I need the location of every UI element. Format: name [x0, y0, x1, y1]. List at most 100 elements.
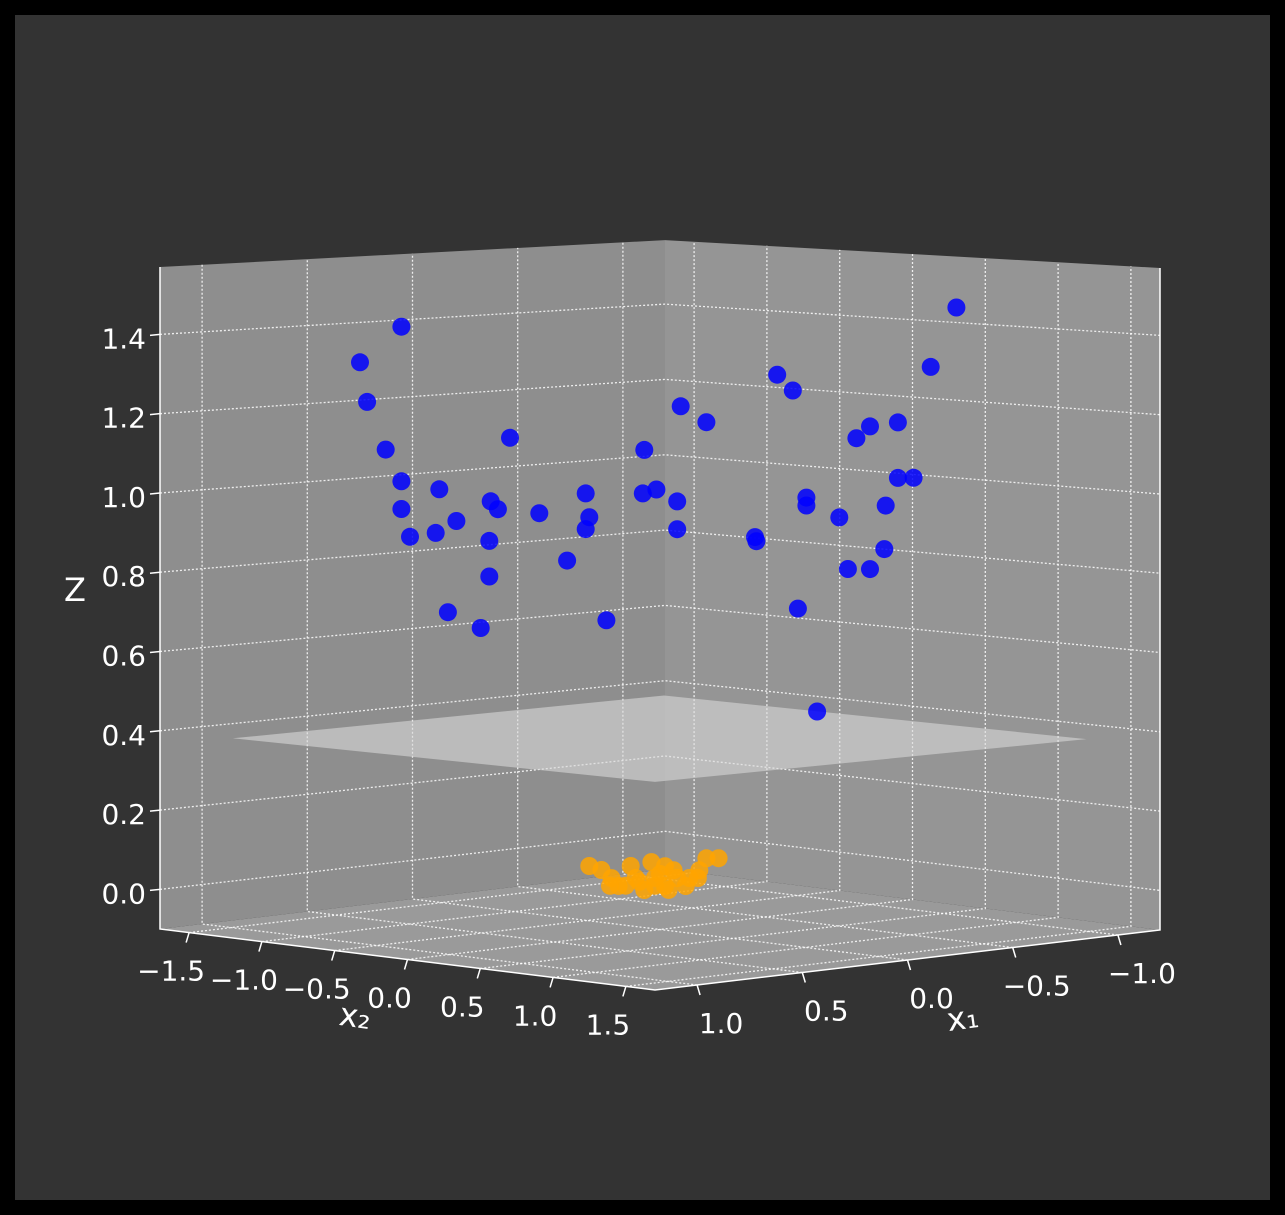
- z-tick-label: 0.4: [101, 719, 146, 752]
- data-point: [392, 500, 411, 518]
- data-point: [947, 298, 966, 317]
- x2-tick-label: 1.5: [586, 1008, 631, 1041]
- z-tick-label: 0.6: [101, 640, 146, 673]
- x2-tick-label: 1.0: [513, 999, 558, 1032]
- grid-line: [159, 755, 1161, 812]
- tick-mark: [258, 941, 263, 952]
- data-point: [576, 520, 595, 539]
- x1-tick-label: 1.0: [699, 1007, 744, 1040]
- grid-line: [553, 262, 1059, 979]
- z-tick-label: 1.0: [101, 481, 146, 514]
- grid-line: [334, 249, 841, 952]
- data-point: [688, 869, 707, 887]
- tick-mark: [801, 972, 807, 983]
- data-point: [747, 532, 766, 551]
- data-point: [646, 868, 664, 887]
- data-point: [656, 857, 674, 876]
- data-point: [597, 611, 616, 630]
- decision-plane: [232, 695, 1087, 782]
- tick-mark: [696, 984, 701, 996]
- axis-line: [159, 267, 1161, 991]
- data-point: [671, 397, 690, 416]
- data-point: [768, 365, 787, 384]
- x1-tick-label: 0.0: [909, 982, 954, 1015]
- data-point: [861, 560, 879, 579]
- grid-line: [159, 604, 1161, 654]
- data-point: [438, 603, 457, 622]
- x1-tick-label: −1.0: [1108, 957, 1176, 990]
- x2-tick-label: −1.5: [137, 955, 205, 988]
- x2-axis-label: x₂: [337, 995, 374, 1037]
- data-point: [626, 869, 645, 887]
- grid-line: [159, 454, 1161, 495]
- data-point: [888, 468, 907, 487]
- tick-mark: [149, 730, 161, 733]
- tick-mark: [476, 968, 482, 979]
- grid-line: [159, 378, 1161, 416]
- data-point: [861, 417, 879, 436]
- data-point: [921, 357, 940, 376]
- grid-line: [407, 254, 914, 961]
- data-point: [830, 508, 849, 527]
- data-point: [480, 567, 499, 586]
- data-point: [904, 468, 923, 487]
- tick-mark: [622, 986, 627, 997]
- tick-mark: [149, 888, 161, 892]
- x2-tick-label: −1.0: [210, 964, 278, 997]
- x1-tick-label: 0.5: [804, 995, 849, 1028]
- tick-mark: [149, 809, 161, 812]
- grid-line: [411, 253, 908, 961]
- data-point: [426, 523, 445, 542]
- data-point: [488, 500, 507, 519]
- grid-line: [159, 303, 1161, 337]
- data-point: [392, 472, 411, 491]
- grid-line: [261, 245, 768, 943]
- z-tick-label: 0.8: [101, 560, 146, 593]
- data-point: [668, 492, 687, 511]
- tick-mark: [549, 977, 554, 988]
- data-point: [471, 619, 490, 637]
- tick-mark: [149, 492, 161, 495]
- x2-tick-label: 0.5: [440, 990, 485, 1023]
- grid-line: [159, 830, 1161, 892]
- data-point: [358, 392, 377, 411]
- data-point: [558, 551, 577, 570]
- tick-mark: [403, 959, 409, 970]
- x1-axis-label: x₁: [944, 997, 981, 1039]
- x2-tick-label: 0.0: [367, 982, 412, 1015]
- data-point: [788, 599, 807, 618]
- z-tick-label: 0.2: [101, 798, 146, 831]
- data-point: [392, 317, 411, 336]
- data-point: [875, 540, 894, 559]
- data-point: [447, 512, 466, 530]
- grid-line: [159, 680, 1161, 733]
- z-tick-label: 1.4: [101, 322, 146, 355]
- data-point: [709, 849, 728, 868]
- data-point: [430, 480, 449, 499]
- data-point: [876, 496, 895, 515]
- data-point: [697, 413, 716, 432]
- data-point: [647, 480, 666, 499]
- z-tick-label: 1.2: [101, 402, 146, 435]
- tick-mark: [1011, 947, 1017, 958]
- data-point: [668, 520, 687, 539]
- tick-mark: [149, 333, 161, 337]
- grid-line: [159, 529, 1161, 574]
- data-point: [635, 440, 654, 459]
- data-point: [530, 504, 549, 523]
- data-point: [501, 428, 519, 447]
- data-point: [351, 353, 369, 372]
- x2-tick-label: −0.5: [283, 973, 351, 1006]
- data-point: [401, 527, 419, 546]
- grid-line: [517, 247, 1013, 949]
- data-point: [888, 413, 907, 432]
- tick-mark: [149, 412, 161, 416]
- data-point: [797, 496, 816, 515]
- data-point: [576, 484, 595, 503]
- data-point: [633, 484, 652, 503]
- grid-line: [480, 258, 986, 970]
- z-axis-label: Z: [64, 571, 86, 609]
- data-point: [847, 429, 866, 448]
- data-point: [808, 702, 827, 721]
